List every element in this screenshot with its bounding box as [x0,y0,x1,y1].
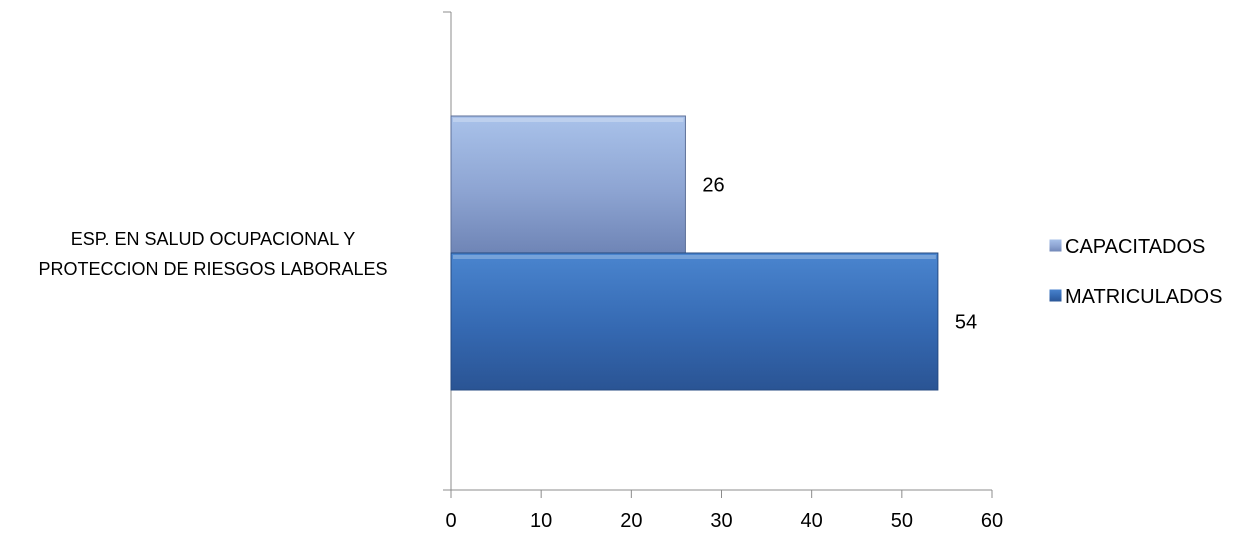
x-axis-ticks: 0 10 20 30 40 50 60 [445,490,1003,532]
category-label-line-2: PROTECCION DE RIESGOS LABORALES [38,259,387,279]
data-label-matriculados: 54 [955,312,977,334]
legend-label-capacitados: CAPACITADOS [1065,236,1205,258]
legend-swatch-matriculados [1049,289,1062,302]
bars: 26 54 [451,116,977,390]
x-tick-label: 30 [710,510,732,532]
data-label-capacitados: 26 [702,175,724,197]
legend: CAPACITADOS MATRICULADOS [1049,236,1222,308]
legend-item-matriculados: MATRICULADOS [1049,286,1222,308]
category-label: ESP. EN SALUD OCUPACIONAL Y PROTECCION D… [38,229,387,279]
legend-label-matriculados: MATRICULADOS [1065,286,1222,308]
bar-capacitados [451,116,685,253]
x-tick-label: 40 [801,510,823,532]
bar-matriculados [451,253,938,390]
legend-swatch-capacitados [1049,239,1062,252]
x-tick-label: 60 [981,510,1003,532]
x-tick-label: 10 [530,510,552,532]
x-tick-label: 20 [620,510,642,532]
x-tick-label: 0 [445,510,456,532]
bar-highlight [453,118,683,122]
legend-item-capacitados: CAPACITADOS [1049,236,1205,258]
bar-highlight [453,255,936,259]
plot-area: 0 10 20 30 40 50 60 26 54 [443,12,1003,532]
category-label-line-1: ESP. EN SALUD OCUPACIONAL Y [71,229,355,249]
x-tick-label: 50 [891,510,913,532]
